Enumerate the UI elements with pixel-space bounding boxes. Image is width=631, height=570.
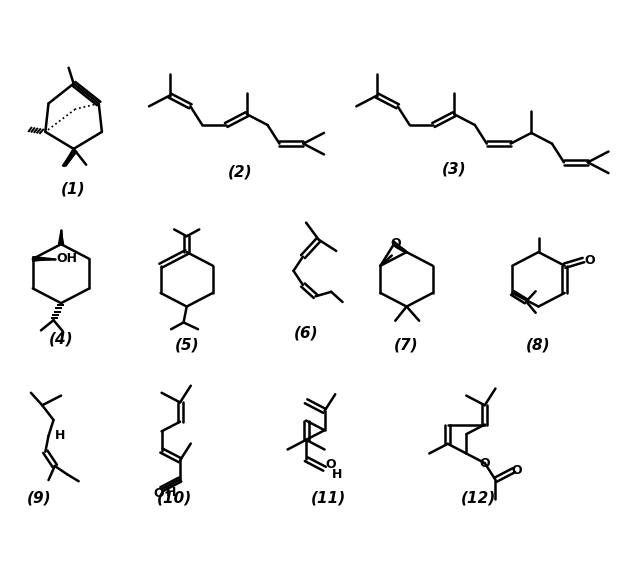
- Text: O: O: [480, 457, 490, 470]
- Text: (6): (6): [294, 325, 319, 341]
- Text: (5): (5): [174, 337, 199, 352]
- Text: (8): (8): [526, 337, 551, 352]
- Text: H: H: [55, 429, 65, 442]
- Polygon shape: [59, 230, 64, 244]
- Text: (7): (7): [394, 337, 419, 352]
- Text: (10): (10): [156, 490, 192, 505]
- Text: OH: OH: [57, 253, 78, 266]
- Text: (12): (12): [461, 490, 497, 505]
- Text: O: O: [153, 487, 164, 500]
- Polygon shape: [62, 149, 77, 166]
- Text: (9): (9): [27, 490, 51, 505]
- Text: (4): (4): [49, 331, 73, 347]
- Text: O: O: [326, 458, 336, 471]
- Polygon shape: [33, 256, 55, 261]
- Text: O: O: [584, 254, 595, 267]
- Text: O: O: [390, 237, 401, 250]
- Text: (11): (11): [310, 490, 346, 505]
- Text: (1): (1): [61, 181, 86, 196]
- Text: H: H: [166, 486, 176, 499]
- Text: (3): (3): [442, 161, 466, 176]
- Text: O: O: [512, 463, 522, 477]
- Text: H: H: [332, 468, 343, 481]
- Text: (2): (2): [228, 164, 252, 179]
